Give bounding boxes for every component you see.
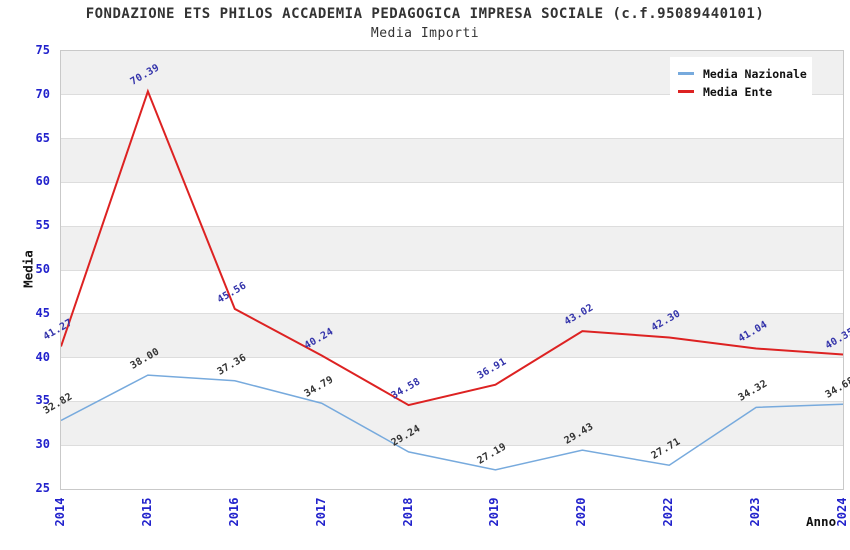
y-tick-label: 35 — [35, 393, 50, 408]
plot-band — [61, 401, 843, 446]
legend: Media Nazionale Media Ente — [670, 57, 812, 108]
media-nazionale-line-sample-icon — [678, 72, 694, 75]
y-tick-label: 75 — [35, 43, 50, 57]
plot-band — [61, 313, 843, 358]
y-tick-label: 70 — [35, 86, 50, 101]
gridline — [61, 181, 843, 183]
y-tick-label: 45 — [35, 305, 50, 320]
line-media-ente — [61, 88, 843, 407]
legend-label-media-ente: Media Ente — [703, 84, 773, 99]
y-tick-label: 65 — [35, 130, 50, 145]
x-tick-label: 2019 — [487, 497, 502, 527]
y-tick-label: 30 — [35, 437, 50, 452]
x-tick-label: 2018 — [400, 497, 415, 527]
gridline — [61, 94, 843, 96]
y-tick-label: 60 — [35, 174, 50, 189]
x-tick-label: 2023 — [748, 497, 763, 527]
gridline — [61, 269, 843, 271]
x-tick-label: 2016 — [226, 497, 241, 527]
plot-area: 32.82 38.00 37.36 34.79 29.24 27.19 29.43 27.71… — [42, 50, 850, 490]
gridline — [61, 357, 843, 359]
plot-band — [61, 138, 843, 183]
media-ente-line-sample-icon — [678, 90, 694, 93]
x-tick-label: 2014 — [53, 497, 67, 527]
y-tick-label: 25 — [35, 481, 50, 495]
gridline — [61, 138, 843, 140]
gridline — [61, 313, 843, 315]
legend-item-media-nazionale: Media Nazionale — [678, 65, 807, 82]
y-tick-label: 55 — [35, 218, 50, 233]
x-axis-title: Anno — [806, 514, 837, 529]
gridline — [61, 444, 843, 446]
y-axis-title: Media — [20, 250, 36, 288]
line-media-nazionale — [61, 374, 843, 471]
y-tick-label: 40 — [35, 349, 50, 364]
chart-subtitle: Media Importi — [370, 26, 480, 41]
legend-label-media-nazionale: Media Nazionale — [703, 66, 807, 81]
x-tick-label: 2024 — [835, 497, 849, 527]
legend-item-media-ente: Media Ente — [678, 83, 802, 100]
series-lines — [61, 88, 843, 471]
gridline — [61, 225, 843, 227]
x-tick-label: 2020 — [574, 497, 589, 527]
chart-title: FONDAZIONE ETS PHILOS ACCADEMIA PEDAGOGI… — [85, 6, 765, 22]
x-tick-label: 2017 — [313, 497, 328, 527]
x-tick-label: 2015 — [139, 497, 154, 527]
plot-band — [61, 226, 843, 270]
x-tick-label: 2022 — [661, 497, 676, 527]
gridline — [61, 400, 843, 402]
y-tick-label: 50 — [35, 262, 50, 276]
